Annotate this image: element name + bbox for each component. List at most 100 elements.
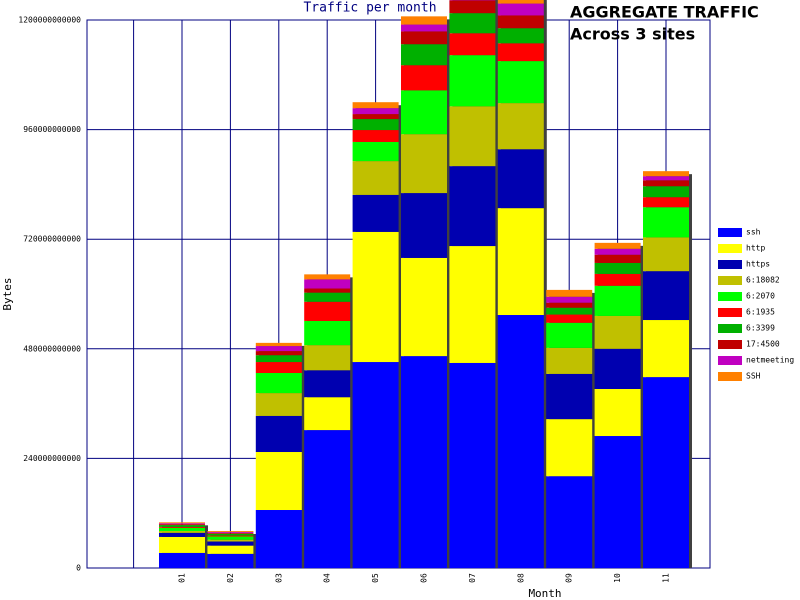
legend-swatch (718, 308, 742, 317)
bar-segment (304, 370, 351, 398)
bar-segment (352, 102, 399, 109)
x-tick-label: 04 (323, 573, 332, 583)
bar-segment (401, 356, 447, 568)
annotation: Across 3 sites (570, 25, 695, 44)
bar-segment (401, 90, 447, 135)
legend-label: 6:1935 (746, 308, 775, 317)
bar-segment (255, 452, 302, 511)
legend-label: 6:3399 (746, 324, 775, 333)
bar-segment (449, 33, 496, 56)
chart-title: Traffic per month (303, 1, 436, 16)
bar-segment (159, 531, 205, 533)
bar-segment (643, 176, 689, 181)
bar-segment (255, 351, 302, 356)
bar-segment (594, 254, 641, 263)
bar-segment (352, 114, 399, 120)
bar-segment (255, 373, 302, 394)
legend-label: https (746, 260, 770, 269)
legend-label: SSH (746, 372, 761, 381)
bar-segment (546, 476, 593, 568)
bar-segment (594, 273, 641, 286)
bar-segment (255, 510, 302, 568)
bar-segment (352, 231, 399, 363)
bar-segment (255, 362, 302, 374)
bar-segment (255, 346, 302, 352)
bar-stack (304, 274, 354, 568)
bar-segment (207, 539, 254, 542)
bar-segment (594, 315, 641, 349)
bar-segment (546, 302, 593, 308)
bar-stack (207, 531, 257, 568)
bar-segment (497, 208, 544, 316)
x-tick-label: 05 (371, 573, 380, 583)
y-tick-label: 960000000000 (23, 125, 81, 134)
bar-segment (497, 43, 544, 62)
bar-stack (159, 522, 208, 568)
bar-segment (207, 531, 254, 533)
bar-segment (159, 536, 205, 553)
bar-segment (352, 161, 399, 195)
legend-swatch (718, 292, 742, 301)
bar-segment (594, 388, 641, 437)
bar-segment (497, 15, 544, 29)
bar-segment (449, 0, 496, 14)
bar-segment (643, 207, 689, 238)
bar-segment (255, 342, 302, 347)
bar-segment (497, 61, 544, 104)
bar-segment (546, 314, 593, 323)
bar-stack (449, 0, 499, 569)
legend-swatch (718, 324, 742, 333)
bar-segment (159, 552, 205, 568)
bar-segment (159, 526, 205, 528)
bar-segment (401, 16, 447, 25)
x-tick-label: 11 (662, 573, 671, 583)
legend-label: ssh (746, 228, 761, 237)
bar-segment (643, 237, 689, 272)
bar-segment (207, 536, 254, 540)
bar-segment (594, 285, 641, 316)
bar-segment (594, 262, 641, 274)
bar-segment (207, 545, 254, 554)
bar-segment (255, 415, 302, 453)
bar-segment (352, 108, 399, 115)
bar-segment (159, 523, 205, 525)
bar-segment (401, 193, 447, 258)
bar-segment (352, 130, 399, 142)
bar-segment (159, 522, 205, 524)
bar-segment (352, 194, 399, 232)
x-tick-label: 07 (468, 573, 477, 583)
bar-segment (304, 320, 351, 346)
bar-stack (643, 171, 692, 568)
bar-segment (352, 362, 399, 568)
bar-segment (497, 28, 544, 44)
bar-segment (497, 0, 544, 4)
bar-segment (207, 533, 254, 536)
legend-label: 6:18082 (746, 276, 780, 285)
bar-segment (546, 296, 593, 303)
bar-segment (159, 525, 205, 527)
x-axis-label: Month (528, 587, 561, 600)
bar-segment (304, 292, 351, 302)
bar-segment (352, 141, 399, 162)
y-axis-label: Bytes (1, 277, 14, 310)
legend-swatch (718, 356, 742, 365)
bar-segment (643, 180, 689, 187)
bar-segment (643, 320, 689, 378)
x-tick-label: 09 (565, 573, 574, 583)
bar-segment (594, 348, 641, 389)
bar-segment (449, 13, 496, 34)
bar-segment (401, 44, 447, 66)
x-tick-label: 10 (613, 573, 622, 583)
bar-segment (497, 315, 544, 568)
x-tick-label: 02 (226, 573, 235, 583)
bar-segment (546, 419, 593, 477)
bar-segment (546, 307, 593, 315)
x-tick-label: 01 (178, 573, 187, 583)
bar-segment (594, 242, 641, 249)
y-tick-label: 1200000000000 (18, 16, 81, 25)
bar-segment (159, 524, 205, 526)
bar-segment (401, 31, 447, 45)
legend-swatch (718, 228, 742, 237)
bar-segment (643, 197, 689, 208)
